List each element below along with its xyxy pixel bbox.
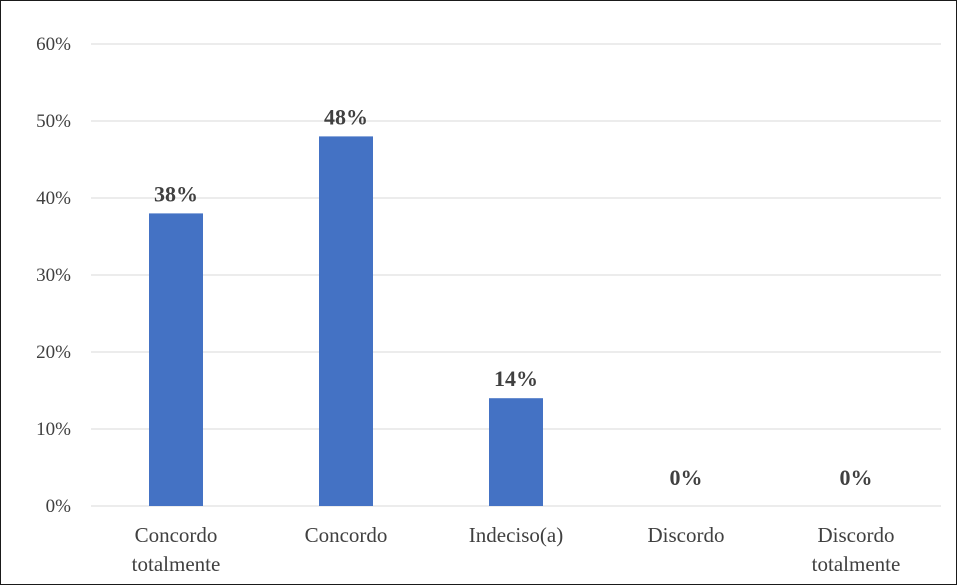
bar-2	[319, 136, 373, 506]
y-tick-label: 0%	[46, 496, 72, 517]
category-label-line: Indeciso(a)	[469, 523, 563, 547]
category-label-line: Concordo	[305, 523, 388, 547]
category-label-line: Concordo	[135, 523, 218, 547]
y-tick-label: 40%	[36, 188, 71, 209]
y-tick-label: 30%	[36, 265, 71, 286]
data-label: 38%	[154, 181, 198, 206]
category-label-line: totalmente	[812, 552, 901, 576]
y-tick-label: 10%	[36, 419, 71, 440]
data-label: 0%	[840, 465, 873, 490]
category-label: Concordo	[305, 523, 388, 547]
y-tick-label: 20%	[36, 342, 71, 363]
y-tick-label: 60%	[36, 34, 71, 55]
category-label: Concordo totalmente	[132, 523, 221, 576]
category-label: Indeciso(a)	[469, 523, 563, 547]
category-label-line: totalmente	[132, 552, 221, 576]
data-label: 48%	[324, 104, 368, 129]
y-tick-label: 50%	[36, 111, 71, 132]
data-label: 0%	[670, 465, 703, 490]
category-label-line: Discordo	[648, 523, 725, 547]
category-label: Discordo	[648, 523, 725, 547]
category-label-line: Discordo	[818, 523, 895, 547]
data-label: 14%	[494, 366, 538, 391]
bar-1	[149, 213, 203, 506]
category-label: Discordo totalmente	[812, 523, 901, 576]
bar-3	[489, 398, 543, 506]
